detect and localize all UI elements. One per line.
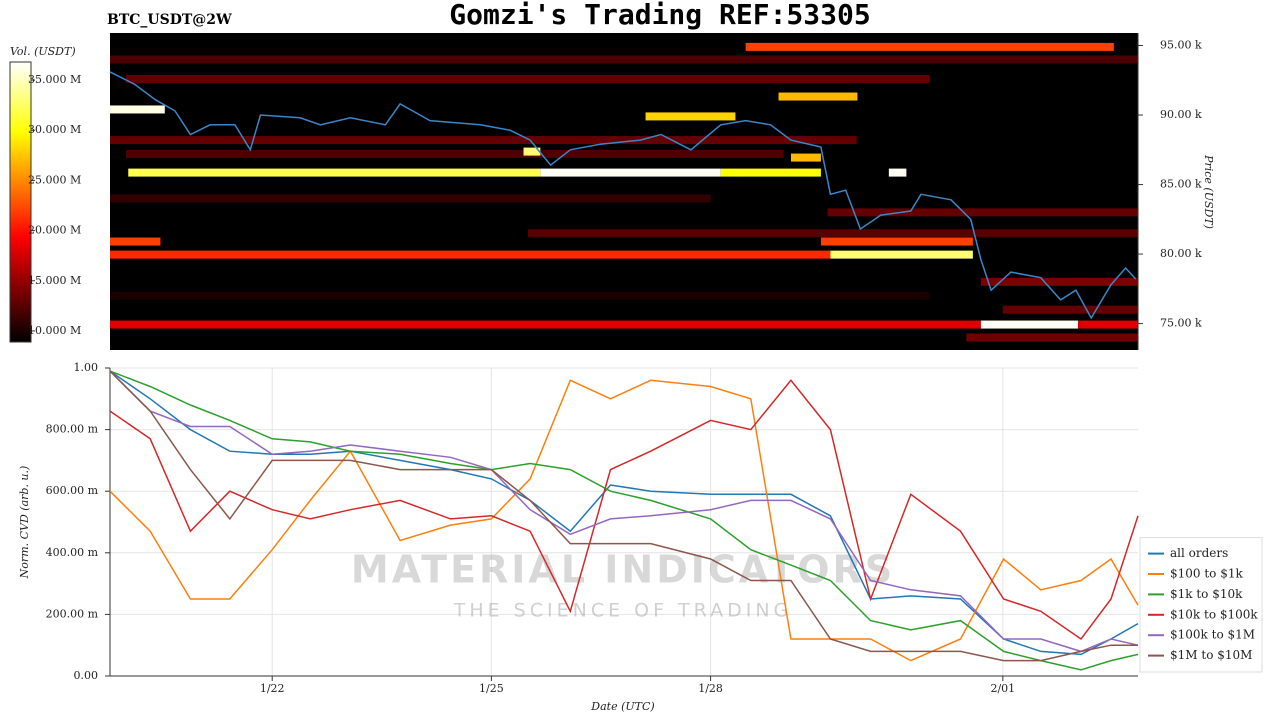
heat-cell <box>126 74 930 83</box>
heat-cell <box>1078 320 1138 329</box>
heat-cell <box>527 229 1138 238</box>
heat-cell <box>1002 305 1138 314</box>
colorbar-tick-label: 20.000 M <box>28 224 81 237</box>
colorbar-tick-label: 25.000 M <box>28 173 81 186</box>
legend-label: $100 to $1k <box>1170 567 1243 581</box>
colorbar-tick-label: 35.000 M <box>28 73 81 86</box>
heat-cell <box>126 149 784 158</box>
cvd-line <box>109 370 1139 671</box>
cvd-line <box>109 379 1139 641</box>
legend-label: all orders <box>1170 546 1228 560</box>
y-tick-label: 75.00 k <box>1160 317 1202 330</box>
legend-label: $10k to $100k <box>1170 607 1258 621</box>
price-line <box>109 71 1137 320</box>
subtitle: BTC_USDT@2W <box>107 12 232 28</box>
y-tick-label: 800.00 m <box>46 423 99 436</box>
x-tick-label: 1/28 <box>698 682 723 695</box>
heat-cell <box>790 153 821 162</box>
heat-cell <box>778 92 858 101</box>
heat-cell <box>110 136 857 145</box>
y-tick-label: 400.00 m <box>46 546 99 559</box>
colorbar-tick-label: 10.000 M <box>28 324 81 337</box>
colorbar-tick-label: 15.000 M <box>28 274 81 287</box>
legend-label: $1k to $10k <box>1170 587 1243 601</box>
y-tick-label: 1.00 <box>74 361 99 374</box>
y-tick-label: 85.00 k <box>1160 178 1202 191</box>
y-tick-label: 0.00 <box>74 669 99 682</box>
colorbar-tick-label: 30.000 M <box>28 123 81 136</box>
heat-cell <box>110 320 981 329</box>
heat-cell <box>820 237 973 246</box>
heat-cell <box>110 194 711 203</box>
colorbar <box>9 61 32 343</box>
heat-cell <box>745 42 1114 51</box>
x-tick-label: 1/22 <box>260 682 285 695</box>
heat-cell <box>110 105 165 114</box>
watermark-subtitle: THE SCIENCE OF TRADING <box>453 600 793 622</box>
x-tick-label: 2/01 <box>990 682 1015 695</box>
y-tick-label: 600.00 m <box>46 484 99 497</box>
cvd-line <box>109 379 1139 662</box>
heat-cell <box>110 237 161 246</box>
price-axis-label: Price (USDT) <box>1202 154 1215 229</box>
legend-box <box>1139 537 1263 673</box>
heat-cell <box>830 250 973 259</box>
heat-cell <box>980 277 1138 286</box>
legend-label: $100k to $1M <box>1170 628 1255 642</box>
heat-cell <box>827 208 1138 217</box>
heat-cell <box>110 250 831 259</box>
heat-cell <box>523 147 541 156</box>
heat-cell <box>645 112 736 121</box>
heat-cell <box>540 168 721 177</box>
colorbar-label: Vol. (USDT) <box>10 45 76 58</box>
heat-cell <box>128 168 541 177</box>
y-tick-label: 200.00 m <box>46 607 99 620</box>
y-tick-label: 80.00 k <box>1160 247 1202 260</box>
heat-cell <box>110 55 1138 64</box>
y-axis-label: Norm. CVD (arb. u.) <box>18 466 31 580</box>
title: Gomzi's Trading REF:53305 <box>449 0 870 31</box>
heat-cell <box>720 168 821 177</box>
x-tick-label: 1/25 <box>479 682 504 695</box>
heat-cell <box>110 291 930 300</box>
x-axis-label: Date (UTC) <box>590 700 654 713</box>
y-tick-label: 95.00 k <box>1160 39 1202 52</box>
heat-cell <box>980 320 1079 329</box>
plot-area <box>110 367 1138 677</box>
heat-cell <box>888 168 907 177</box>
watermark: MATERIAL INDICATORS <box>351 548 895 592</box>
heat-cell <box>966 333 1138 342</box>
cvd-line <box>109 370 1139 653</box>
y-tick-label: 90.00 k <box>1160 108 1202 121</box>
legend-label: $1M to $10M <box>1170 648 1252 662</box>
cvd-line <box>109 370 1138 662</box>
